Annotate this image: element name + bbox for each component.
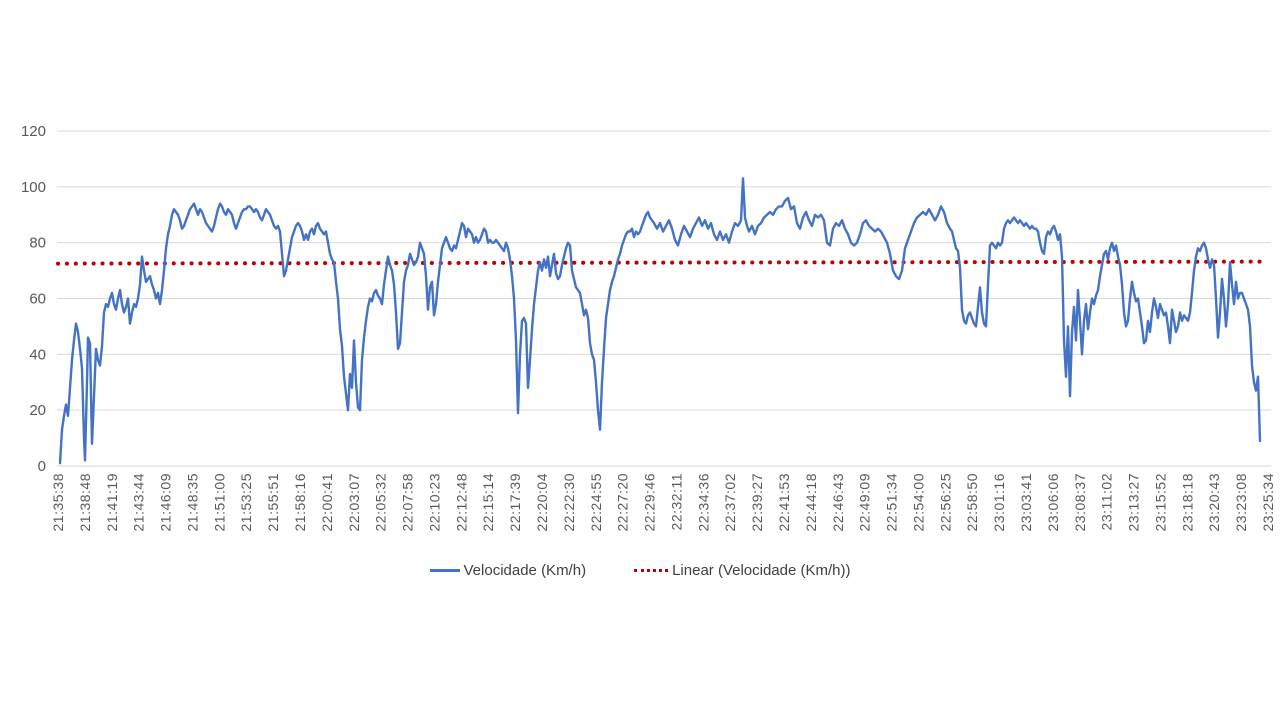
x-axis-label: 22:44:18 xyxy=(803,473,819,532)
legend-label-velocidade: Velocidade (Km/h) xyxy=(463,562,587,579)
x-axis-label: 21:53:25 xyxy=(238,473,254,532)
x-axis-label: 21:48:35 xyxy=(184,473,200,532)
x-axis-label: 23:20:43 xyxy=(1206,473,1222,532)
y-axis-label: 40 xyxy=(29,346,46,363)
x-axis-label: 22:49:09 xyxy=(857,473,873,532)
x-axis-label: 22:46:43 xyxy=(830,473,846,532)
x-axis-label: 22:29:46 xyxy=(642,473,658,532)
x-axis-label: 22:17:39 xyxy=(507,473,523,532)
x-axis-label: 21:41:19 xyxy=(104,473,120,532)
x-axis-label: 22:39:27 xyxy=(749,473,765,532)
x-axis-label: 23:03:41 xyxy=(1018,473,1034,532)
x-axis-label: 23:25:34 xyxy=(1260,473,1276,532)
x-axis-label: 22:00:41 xyxy=(319,473,335,532)
x-axis-label: 21:58:16 xyxy=(292,473,308,532)
x-axis-label: 22:20:04 xyxy=(534,473,550,532)
x-axis-label: 22:37:02 xyxy=(722,473,738,532)
x-axis-label: 22:56:25 xyxy=(937,473,953,532)
legend-item-velocidade: Velocidade (Km/h) xyxy=(429,562,587,579)
series-line-marker-icon xyxy=(429,569,460,572)
trendline-dots-marker-icon xyxy=(634,569,669,572)
x-axis-label: 22:58:50 xyxy=(964,473,980,532)
x-axis-label: 22:03:07 xyxy=(346,473,362,532)
x-axis-label: 21:43:44 xyxy=(131,473,147,532)
x-axis-label: 22:10:23 xyxy=(426,473,442,532)
legend-label-linear: Linear (Velocidade (Km/h)) xyxy=(672,562,851,579)
y-axis-label: 120 xyxy=(21,123,46,140)
x-axis-label: 22:41:53 xyxy=(776,473,792,532)
x-axis-label: 22:34:36 xyxy=(695,473,711,532)
x-axis-label: 23:18:18 xyxy=(1179,473,1195,532)
x-axis-label: 22:51:34 xyxy=(884,473,900,532)
y-axis-label: 0 xyxy=(38,458,46,475)
x-axis-label: 23:06:06 xyxy=(1045,473,1061,532)
x-axis-label: 22:07:58 xyxy=(400,473,416,532)
legend: Velocidade (Km/h) Linear (Velocidade (Km… xyxy=(0,562,1280,579)
legend-item-linear: Linear (Velocidade (Km/h)) xyxy=(634,562,851,579)
x-axis-label: 22:24:55 xyxy=(588,473,604,532)
x-axis-label: 22:32:11 xyxy=(668,473,684,530)
x-axis-label: 22:27:20 xyxy=(615,473,631,532)
y-axis-label: 80 xyxy=(29,235,46,252)
x-axis-label: 21:38:48 xyxy=(77,473,93,532)
x-axis-label: 22:15:14 xyxy=(480,473,496,532)
x-axis-label: 21:55:51 xyxy=(265,473,281,532)
x-axis-label: 22:22:30 xyxy=(561,473,577,532)
x-axis-label: 21:51:00 xyxy=(211,473,227,532)
x-axis-label: 22:54:00 xyxy=(910,473,926,532)
x-axis-label: 22:05:32 xyxy=(373,473,389,532)
x-axis-labels: 21:35:38 21:38:48 21:41:19 21:43:44 21:46:09… xyxy=(50,473,1276,532)
x-axis-label: 23:11:02 xyxy=(1099,473,1115,530)
velocity-series-line xyxy=(58,177,1262,465)
x-axis-label: 23:13:27 xyxy=(1126,473,1142,532)
y-axis-label: 100 xyxy=(21,179,46,196)
x-axis-label: 23:01:16 xyxy=(991,473,1007,532)
gridlines xyxy=(57,130,1271,467)
x-axis-label: 22:12:48 xyxy=(453,473,469,532)
x-axis-label: 23:08:37 xyxy=(1072,473,1088,532)
y-axis-label: 20 xyxy=(29,402,46,419)
x-axis-label: 21:35:38 xyxy=(50,473,66,532)
y-axis-label: 60 xyxy=(29,291,46,308)
y-axis-labels: 0 20 40 60 80 100 120 xyxy=(21,123,46,475)
trendline xyxy=(56,259,1270,266)
x-axis-label: 21:46:09 xyxy=(158,473,174,532)
x-axis-label: 23:23:08 xyxy=(1233,473,1249,532)
x-axis-label: 23:15:52 xyxy=(1152,473,1168,532)
